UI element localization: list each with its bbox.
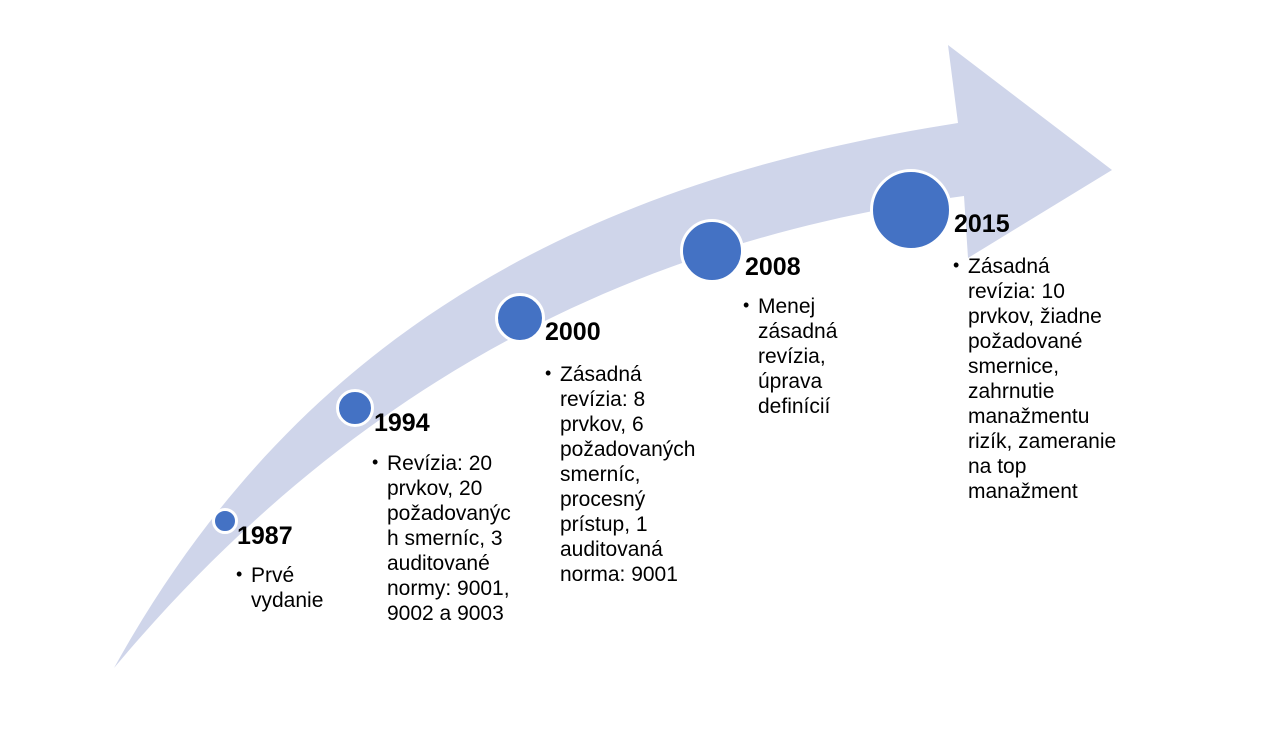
milestone-1994-year: 1994 [374, 409, 430, 437]
bullet-icon: • [953, 255, 960, 275]
milestone-2015-dot [870, 169, 952, 251]
milestone-2000-dot [495, 293, 545, 343]
milestone-1987-description-text: Prvé vydanie [251, 564, 324, 612]
bullet-icon: • [545, 363, 552, 383]
milestone-1987-year: 1987 [237, 522, 293, 550]
bullet-icon: • [743, 295, 750, 315]
milestone-1987-description: • Prvé vydanie [236, 563, 346, 613]
timeline-arrow-shape [114, 45, 1112, 668]
milestone-2008-year: 2008 [745, 253, 801, 281]
milestone-2015-year: 2015 [954, 210, 1010, 238]
milestone-1994-description-text: Revízia: 20 prvkov, 20 požadovaných smer… [387, 452, 511, 625]
milestone-2008-description: • Menej zásadná revízia, úprava definíci… [743, 294, 863, 419]
bullet-icon: • [236, 564, 243, 584]
milestone-1987-dot [212, 508, 238, 534]
bullet-icon: • [372, 452, 379, 472]
milestone-2015-description-text: Zásadná revízia: 10 prvkov, žiadne požad… [968, 255, 1117, 503]
milestone-2015-description: • Zásadná revízia: 10 prvkov, žiadne pož… [953, 254, 1118, 504]
milestone-2000-year: 2000 [545, 318, 601, 346]
milestone-1994-dot [336, 389, 374, 427]
milestone-2008-dot [680, 219, 744, 283]
milestone-2008-description-text: Menej zásadná revízia, úprava definícií [758, 295, 838, 418]
milestone-2000-description-text: Zásadná revízia: 8 prvkov, 6 požadovanýc… [560, 363, 696, 586]
milestone-2000-description: • Zásadná revízia: 8 prvkov, 6 požadovan… [545, 362, 715, 587]
milestone-1994-description: • Revízia: 20 prvkov, 20 požadovaných sm… [372, 451, 518, 626]
